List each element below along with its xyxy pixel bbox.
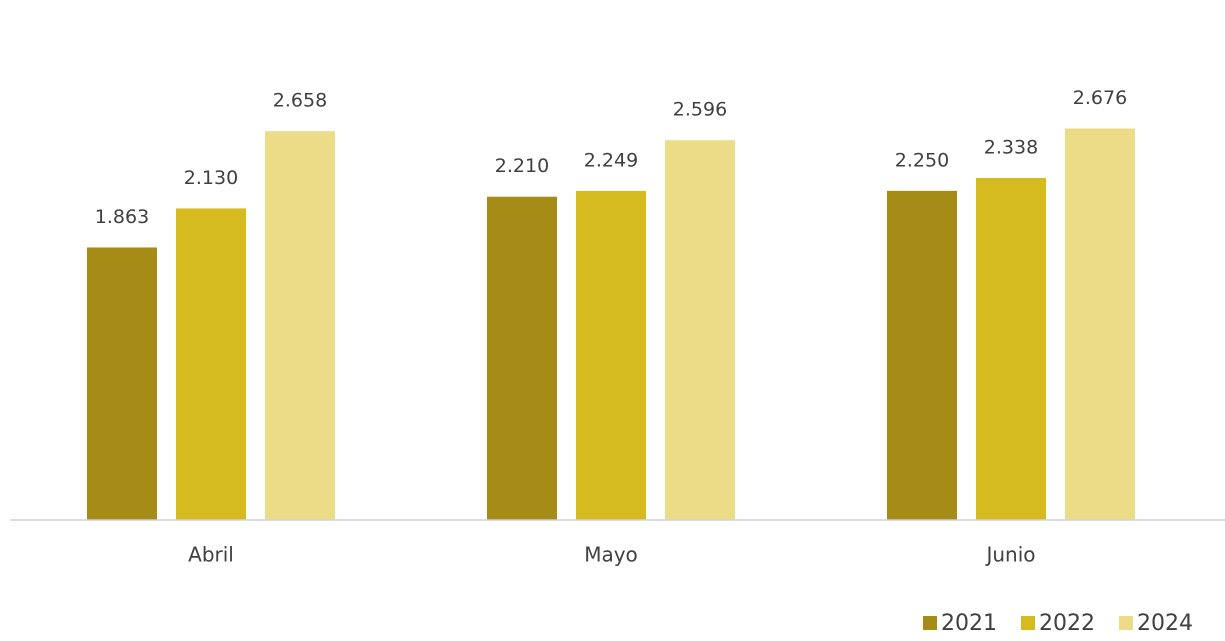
bar <box>265 131 335 520</box>
bar <box>487 197 557 520</box>
chart: 1.863 2.130 2.658 Abril 2.210 2.249 2.596 Mayo 2… <box>0 0 1225 641</box>
bar <box>87 247 157 520</box>
data-label: 2.676 <box>1073 87 1127 109</box>
x-tick-label: Mayo <box>584 543 638 567</box>
bar <box>887 191 957 520</box>
bar <box>176 208 246 520</box>
data-label: 2.596 <box>673 99 727 121</box>
data-label: 1.863 <box>95 206 149 228</box>
legend-swatch <box>1021 616 1035 630</box>
data-label: 2.130 <box>184 167 238 189</box>
page: 1.863 2.130 2.658 Abril 2.210 2.249 2.596 Mayo 2… <box>0 0 1225 641</box>
bar <box>976 178 1046 520</box>
x-tick-label: Abril <box>188 543 234 567</box>
legend-label: 2022 <box>1039 611 1095 636</box>
legend-swatch <box>1119 616 1133 630</box>
data-label: 2.338 <box>984 136 1038 158</box>
x-tick-label: Junio <box>984 543 1035 567</box>
bar <box>665 140 735 520</box>
data-label: 2.658 <box>273 90 327 112</box>
data-label: 2.249 <box>584 150 638 172</box>
legend-label: 2024 <box>1137 611 1193 636</box>
bar <box>1065 129 1135 520</box>
bar <box>576 191 646 520</box>
legend-label: 2021 <box>941 611 997 636</box>
data-label: 2.210 <box>495 155 549 177</box>
data-label: 2.250 <box>895 149 949 171</box>
legend-swatch <box>923 616 937 630</box>
